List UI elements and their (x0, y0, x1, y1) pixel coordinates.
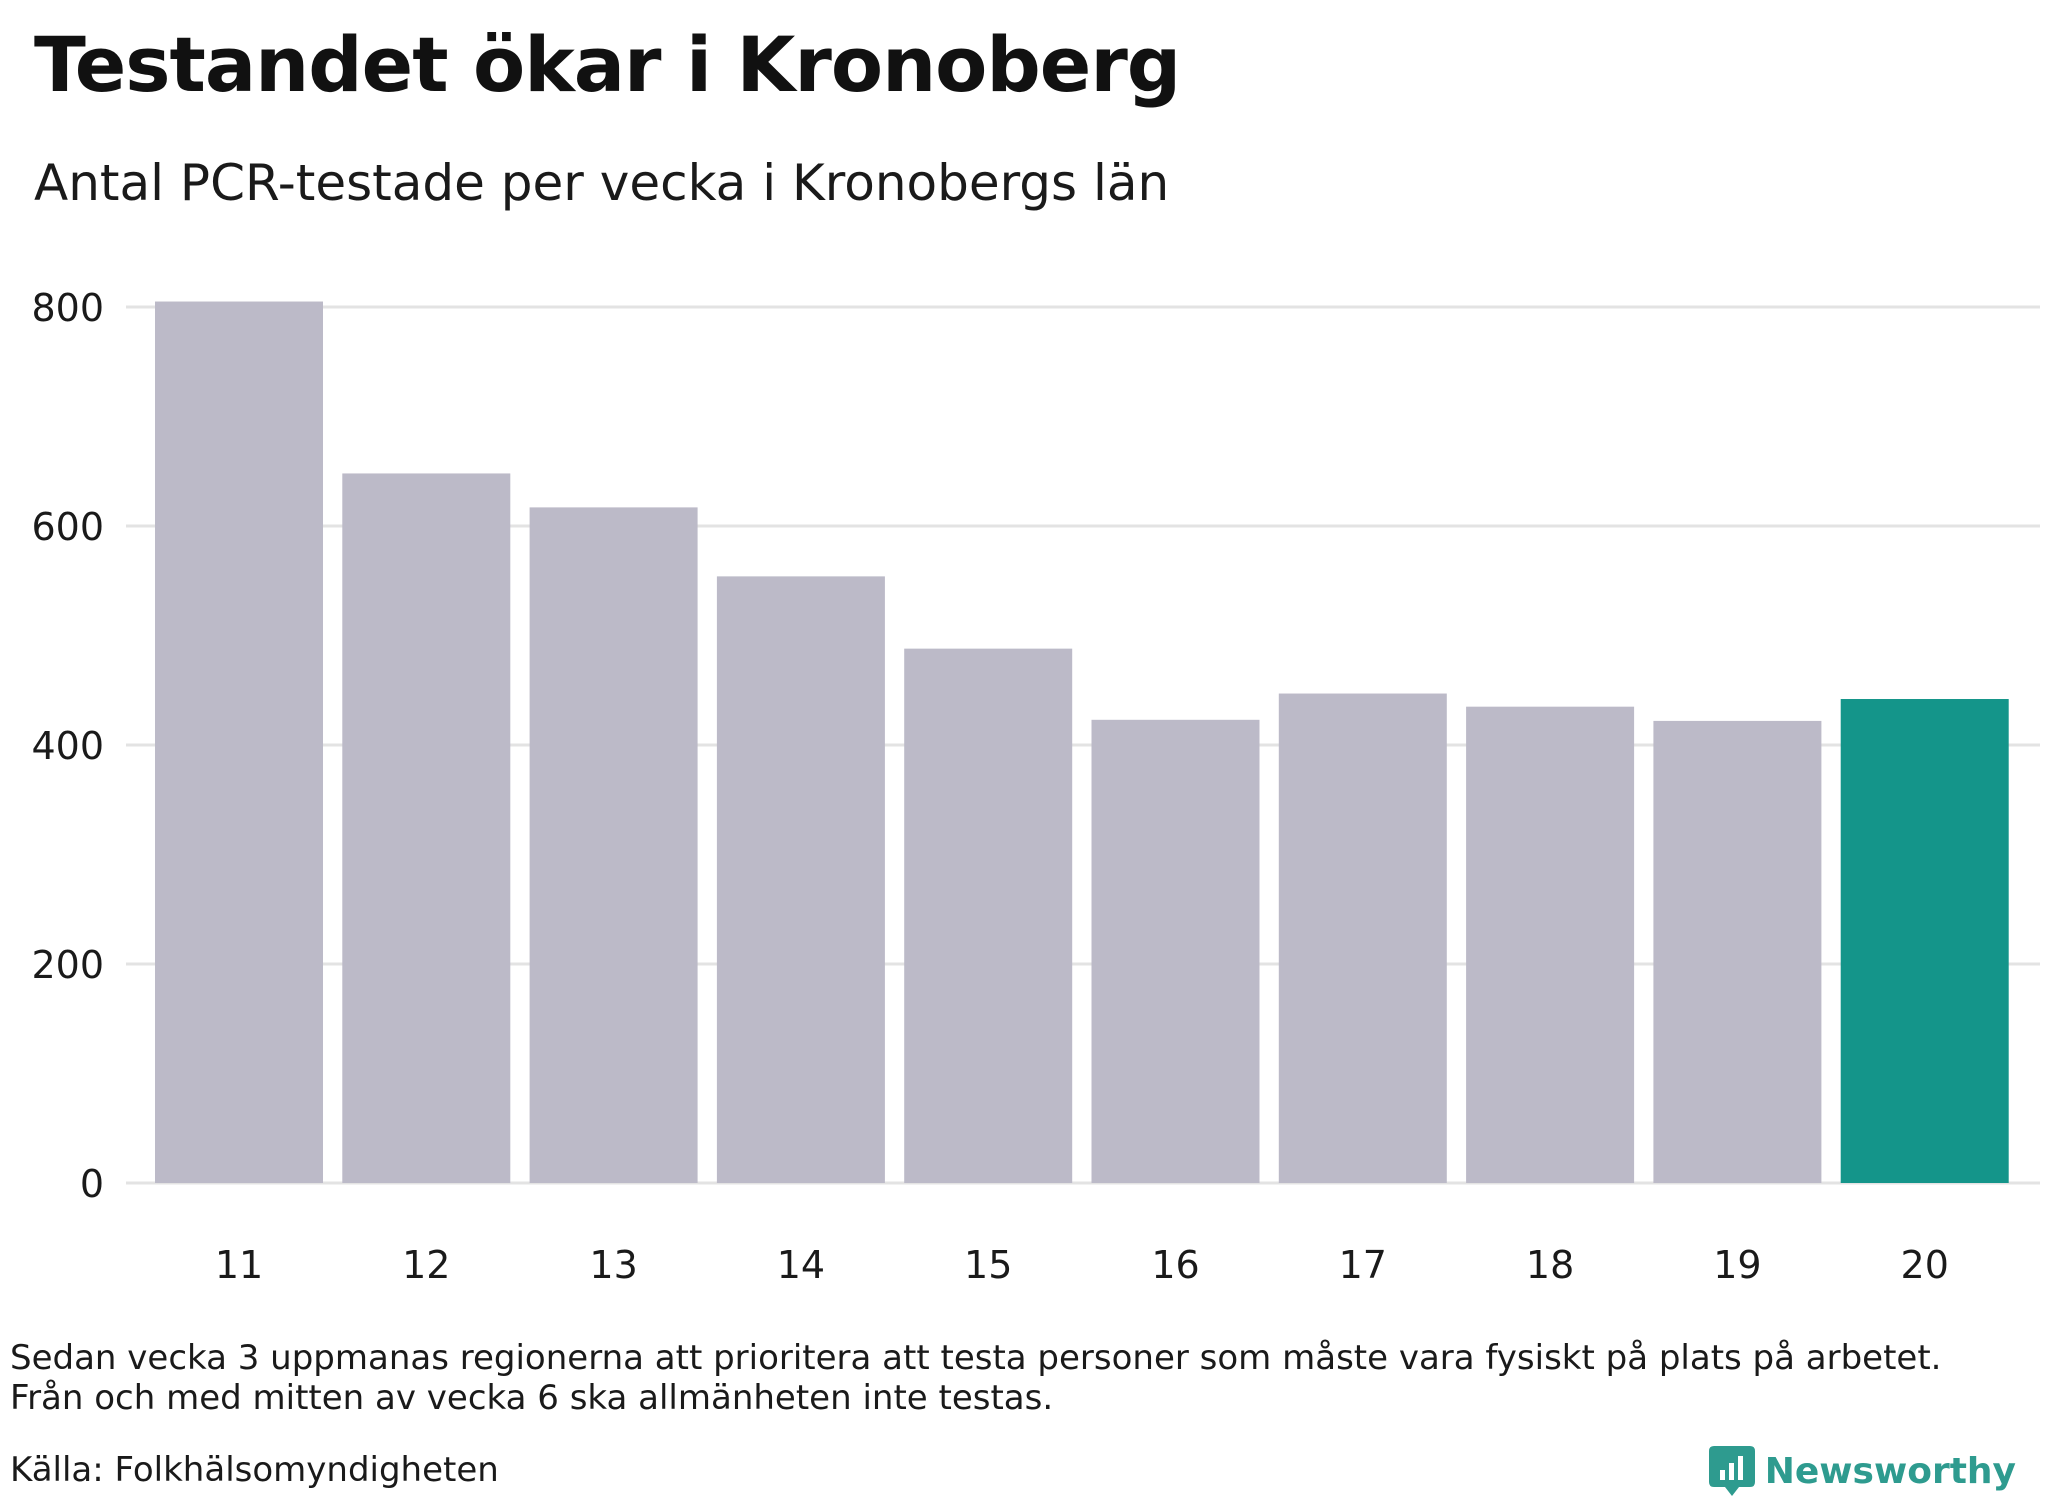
y-tick-label: 400 (31, 724, 104, 768)
bar-chart: 0 200 400 600 800 11 12 13 14 15 16 17 18 19 20 (31, 286, 2040, 1287)
x-tick-label: 15 (964, 1243, 1012, 1287)
x-tick-label: 13 (589, 1243, 637, 1287)
bar (1840, 699, 2009, 1183)
y-tick-label: 600 (31, 505, 104, 549)
y-tick-label: 0 (80, 1162, 104, 1206)
chart-note-line: Från och med mitten av vecka 6 ska allmä… (10, 1378, 1054, 1418)
x-tick-label: 20 (1901, 1243, 1949, 1287)
x-tick-label: 12 (402, 1243, 450, 1287)
source-text: Källa: Folkhälsomyndigheten (10, 1450, 499, 1490)
y-tick-label: 200 (31, 943, 104, 987)
x-tick-label: 18 (1526, 1243, 1574, 1287)
chart-title: Testandet ökar i Kronoberg (34, 20, 1181, 109)
brand-logo: Newsworthy (1708, 1446, 2016, 1496)
bar (1466, 706, 1635, 1183)
bar (1091, 719, 1260, 1183)
bar (1278, 693, 1447, 1183)
bar (904, 648, 1073, 1183)
bar (716, 576, 885, 1183)
bar (342, 473, 511, 1183)
x-tick-label: 11 (215, 1243, 263, 1287)
chart-note: Sedan vecka 3 uppmanas regionerna att pr… (10, 1338, 2030, 1418)
y-tick-label: 800 (31, 286, 104, 330)
bar-chart-logo-icon (1708, 1446, 1755, 1496)
x-tick-label: 19 (1713, 1243, 1761, 1287)
x-tick-label: 16 (1151, 1243, 1199, 1287)
bar (155, 301, 323, 1183)
x-tick-label: 14 (777, 1243, 825, 1287)
brand-name: Newsworthy (1764, 1450, 2016, 1492)
x-tick-label: 17 (1339, 1243, 1387, 1287)
chart-note-line: Sedan vecka 3 uppmanas regionerna att pr… (10, 1338, 1942, 1378)
bar (529, 507, 698, 1183)
chart-subtitle: Antal PCR-testade per vecka i Kronobergs… (34, 154, 1170, 212)
bar (1653, 720, 1822, 1183)
